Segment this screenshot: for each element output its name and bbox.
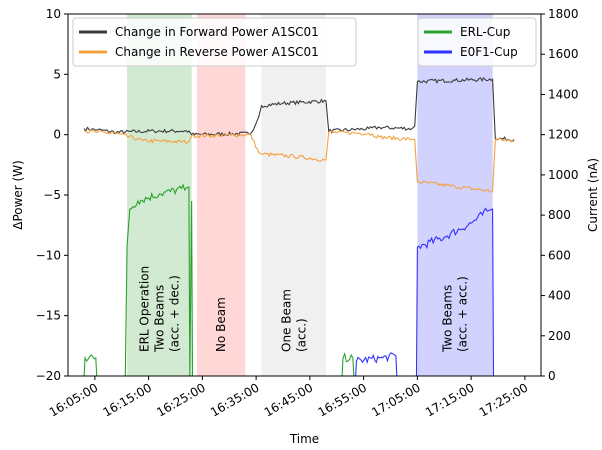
legend-box xyxy=(72,17,357,67)
series-line xyxy=(83,129,515,193)
y-right-tick-label: 1000 xyxy=(548,168,579,182)
y-right-tick-label: 400 xyxy=(548,289,571,303)
legend-current: ERL-Cup E0F1-Cup xyxy=(417,17,537,67)
y-left-tick-label: −15 xyxy=(36,309,61,323)
region-band xyxy=(197,14,246,376)
y-right-tick-label: 1200 xyxy=(548,128,579,142)
y-left-tick-label: 5 xyxy=(53,67,61,81)
y-left-tick-label: −20 xyxy=(36,369,61,383)
y-left-tick-label: −10 xyxy=(36,248,61,262)
y-axis-left-label: ΔPower (W) xyxy=(11,160,25,230)
series-line xyxy=(83,76,515,142)
series-lines xyxy=(83,76,515,377)
x-axis-label: Time xyxy=(289,432,319,446)
x-tick-label: 16:25:00 xyxy=(154,380,208,419)
x-tick-label: 16:35:00 xyxy=(208,380,262,419)
x-tick-label: 16:15:00 xyxy=(100,380,154,419)
shaded-regions xyxy=(127,14,493,376)
region-labels: ERL Operation Two Beams (acc. + dec.) No Be… xyxy=(137,266,469,353)
legend-label: Change in Reverse Power A1SC01 xyxy=(115,45,319,59)
region-label: (acc.) xyxy=(294,318,308,352)
x-tick-label: 16:45:00 xyxy=(262,380,316,419)
region-label: (acc. + acc.) xyxy=(456,276,470,352)
region-label: One Beam xyxy=(279,289,293,352)
legend-power: Change in Forward Power A1SC01 Change in … xyxy=(72,17,357,67)
series-line xyxy=(83,183,355,377)
x-tick-label: 17:05:00 xyxy=(369,380,423,419)
y-right-tick-label: 1800 xyxy=(548,7,579,21)
legend-box xyxy=(417,17,537,67)
x-tick-label: 16:55:00 xyxy=(315,380,369,419)
y-right-tick-label: 0 xyxy=(548,369,556,383)
region-label: Two Beams xyxy=(441,285,455,353)
legend-label: E0F1-Cup xyxy=(460,45,518,59)
y-right-tick-label: 1400 xyxy=(548,87,579,101)
y-left-tick-label: 0 xyxy=(53,128,61,142)
region-label: No Beam xyxy=(214,297,228,352)
region-band xyxy=(261,14,326,376)
region-band xyxy=(417,14,493,376)
y-axis-right-label: Current (nA) xyxy=(586,158,600,232)
region-label: ERL Operation xyxy=(137,266,151,352)
region-label: Two Beams xyxy=(152,285,166,353)
region-label: (acc. + dec.) xyxy=(167,275,181,352)
series-line xyxy=(355,207,495,377)
x-tick-label: 17:25:00 xyxy=(477,380,531,419)
y-right-tick-label: 800 xyxy=(548,208,571,222)
x-tick-label: 17:15:00 xyxy=(423,380,477,419)
y-left-tick-label: −5 xyxy=(43,188,61,202)
y-left-tick-label: 10 xyxy=(46,7,61,21)
x-tick-label: 16:05:00 xyxy=(47,380,101,419)
legend-label: Change in Forward Power A1SC01 xyxy=(115,25,319,39)
y-right-tick-label: 200 xyxy=(548,329,571,343)
legend-label: ERL-Cup xyxy=(460,25,510,39)
y-right-tick-label: 600 xyxy=(548,248,571,262)
y-right-tick-label: 1600 xyxy=(548,47,579,61)
